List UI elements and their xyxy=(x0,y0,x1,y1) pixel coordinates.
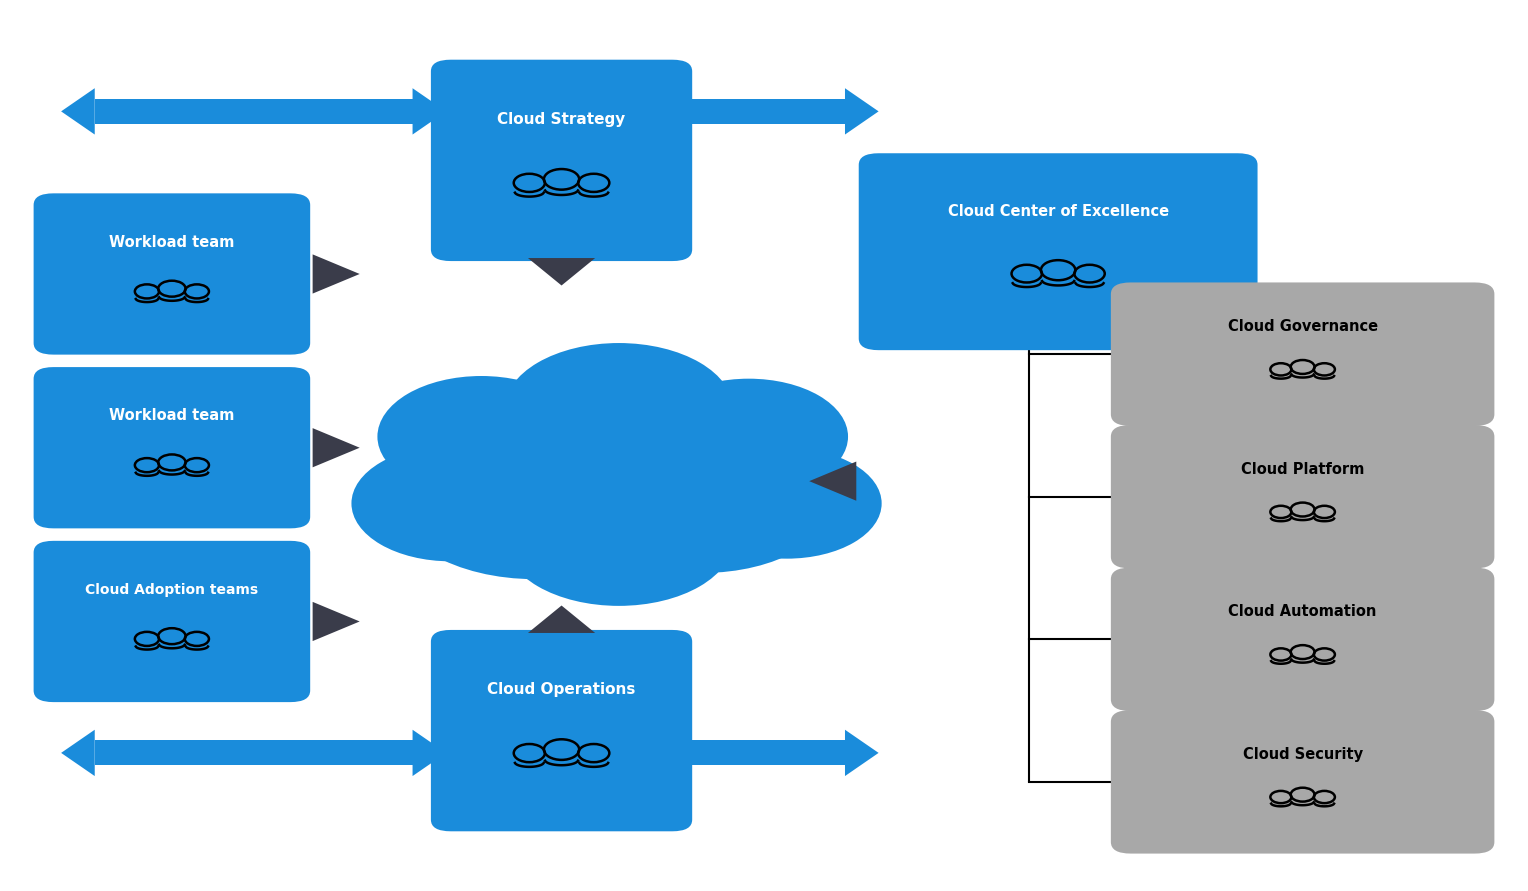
Text: Cloud Center of Excellence: Cloud Center of Excellence xyxy=(947,204,1169,219)
FancyBboxPatch shape xyxy=(431,630,692,831)
Polygon shape xyxy=(845,730,879,776)
Circle shape xyxy=(692,448,882,559)
Polygon shape xyxy=(527,606,596,633)
Polygon shape xyxy=(61,88,95,135)
Polygon shape xyxy=(810,462,856,501)
Circle shape xyxy=(504,343,733,477)
Polygon shape xyxy=(313,602,359,642)
Text: Workload team: Workload team xyxy=(108,408,235,423)
Text: Cloud Operations: Cloud Operations xyxy=(487,683,636,697)
Polygon shape xyxy=(677,740,845,765)
Polygon shape xyxy=(95,99,413,124)
FancyBboxPatch shape xyxy=(1111,282,1494,426)
Polygon shape xyxy=(95,740,413,765)
FancyBboxPatch shape xyxy=(1111,710,1494,854)
Polygon shape xyxy=(413,730,446,776)
Text: Cloud Adoption teams: Cloud Adoption teams xyxy=(86,583,258,597)
Circle shape xyxy=(484,412,753,568)
Polygon shape xyxy=(313,255,359,294)
FancyBboxPatch shape xyxy=(431,60,692,261)
Polygon shape xyxy=(677,99,845,124)
Polygon shape xyxy=(413,88,446,135)
Circle shape xyxy=(649,379,848,495)
Text: Cloud Strategy: Cloud Strategy xyxy=(498,112,625,127)
Polygon shape xyxy=(313,429,359,467)
Polygon shape xyxy=(845,88,879,135)
FancyBboxPatch shape xyxy=(1111,568,1494,711)
Circle shape xyxy=(504,472,733,606)
Polygon shape xyxy=(527,258,596,285)
FancyBboxPatch shape xyxy=(859,153,1258,350)
Circle shape xyxy=(377,376,585,497)
FancyBboxPatch shape xyxy=(34,367,310,528)
Polygon shape xyxy=(61,730,95,776)
FancyBboxPatch shape xyxy=(34,193,310,355)
Text: Cloud Platform: Cloud Platform xyxy=(1241,462,1365,477)
FancyBboxPatch shape xyxy=(34,541,310,702)
Text: Cloud Automation: Cloud Automation xyxy=(1229,604,1377,619)
Circle shape xyxy=(351,446,550,561)
Text: Cloud Governance: Cloud Governance xyxy=(1227,319,1378,334)
FancyBboxPatch shape xyxy=(1111,425,1494,568)
Circle shape xyxy=(568,416,837,573)
Circle shape xyxy=(390,410,680,579)
Text: Workload team: Workload team xyxy=(108,234,235,249)
Text: Cloud Security: Cloud Security xyxy=(1242,747,1363,762)
